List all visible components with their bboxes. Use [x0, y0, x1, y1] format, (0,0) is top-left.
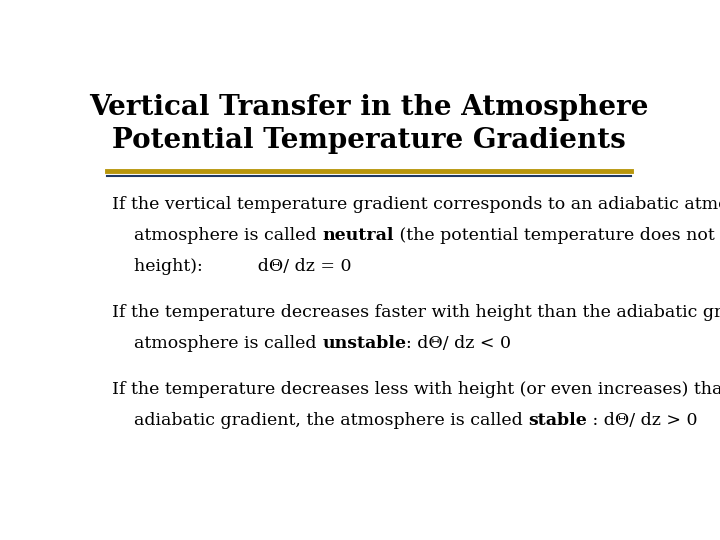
Text: neutral: neutral	[323, 227, 394, 244]
Text: stable: stable	[528, 412, 588, 429]
Text: atmosphere is called: atmosphere is called	[112, 227, 323, 244]
Text: atmosphere is called: atmosphere is called	[112, 335, 323, 352]
Text: If the vertical temperature gradient corresponds to an adiabatic atmosphere, the: If the vertical temperature gradient cor…	[112, 196, 720, 213]
Text: (the potential temperature does not change with: (the potential temperature does not chan…	[394, 227, 720, 244]
Text: If the temperature decreases faster with height than the adiabatic gradient, the: If the temperature decreases faster with…	[112, 304, 720, 321]
Text: If the temperature decreases less with height (or even increases) than the: If the temperature decreases less with h…	[112, 381, 720, 398]
Text: : dΘ/ dz > 0: : dΘ/ dz > 0	[588, 412, 698, 429]
Text: Vertical Transfer in the Atmosphere
Potential Temperature Gradients: Vertical Transfer in the Atmosphere Pote…	[89, 94, 649, 154]
Text: : dΘ/ dz < 0: : dΘ/ dz < 0	[407, 335, 511, 352]
Text: adiabatic gradient, the atmosphere is called: adiabatic gradient, the atmosphere is ca…	[112, 412, 528, 429]
Text: unstable: unstable	[323, 335, 407, 352]
Text: height):          dΘ/ dz = 0: height): dΘ/ dz = 0	[112, 258, 352, 275]
